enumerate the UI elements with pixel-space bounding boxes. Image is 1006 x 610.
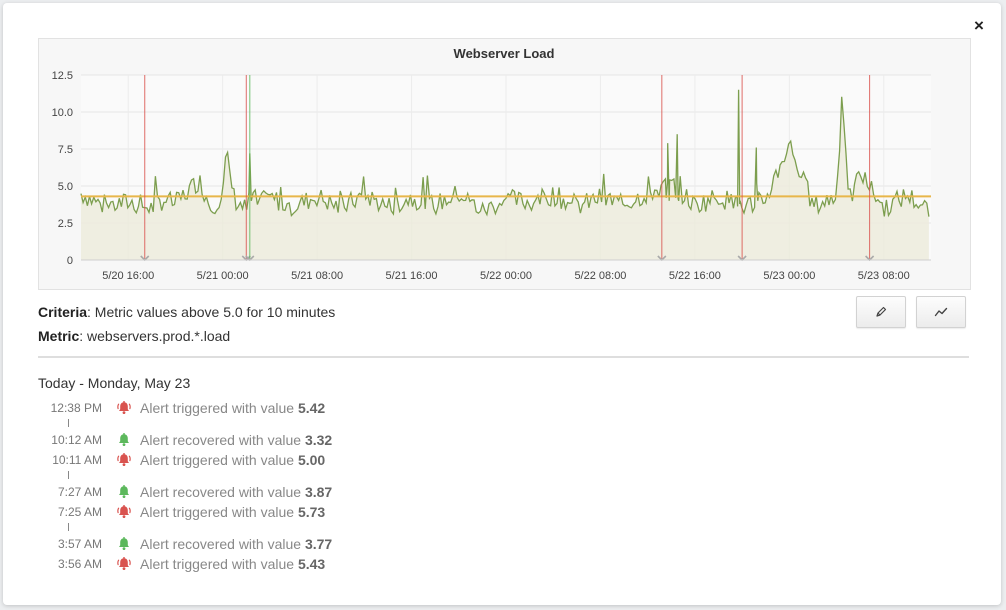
chart-title: Webserver Load: [454, 46, 555, 61]
timeline-connector: [68, 419, 69, 427]
metric-text: : webservers.prod.*.load: [79, 328, 231, 344]
event-time: 12:38 PM: [50, 401, 102, 415]
close-button[interactable]: ×: [974, 16, 984, 35]
event-time: 10:12 AM: [51, 433, 102, 447]
event-message: Alert recovered with value 3.87: [140, 484, 332, 500]
view-graph-button[interactable]: [916, 296, 966, 328]
series-area: [81, 89, 929, 260]
y-tick-label: 12.5: [52, 70, 73, 82]
x-tick-label: 5/22 00:00: [480, 270, 532, 282]
y-tick-label: 10.0: [52, 107, 73, 119]
bell-ringing-icon: [116, 556, 132, 572]
event-time: 10:11 AM: [52, 453, 102, 467]
history-day-header: Today - Monday, May 23: [38, 375, 191, 391]
alert-event-row: 10:12 AM Alert recovered with value 3.32: [38, 429, 638, 449]
series-line: [80, 89, 930, 218]
event-text: Alert triggered with value: [140, 556, 298, 572]
alert-event-row: 7:25 AM Alert triggered with value 5.73: [38, 501, 638, 521]
event-message: Alert triggered with value 5.42: [140, 400, 325, 416]
event-message: Alert triggered with value 5.00: [140, 452, 325, 468]
criteria-text: : Metric values above 5.0 for 10 minutes: [87, 304, 336, 320]
timeline-connector: [68, 471, 69, 479]
alert-event-row: 12:38 PM Alert triggered with value 5.42: [38, 397, 638, 417]
y-tick-label: 0: [67, 255, 73, 267]
x-tick-label: 5/21 16:00: [386, 270, 438, 282]
section-divider: [38, 356, 969, 358]
bell-ringing-icon: [116, 504, 132, 520]
webserver-load-chart: Webserver Load 0 2.5 5.0 7.5 10.0 12.5 5/20 16:…: [38, 38, 971, 290]
event-time: 3:56 AM: [57, 557, 102, 571]
event-value: 5.00: [297, 452, 326, 468]
event-text: Alert recovered with value: [140, 484, 305, 500]
event-text: Alert triggered with value: [140, 400, 298, 416]
event-value: 3.87: [304, 484, 333, 500]
event-text: Alert recovered with value: [140, 432, 305, 448]
bell-ringing-icon: [116, 400, 132, 416]
criteria-line: Criteria: Metric values above 5.0 for 10…: [38, 304, 335, 320]
metric-line: Metric: webservers.prod.*.load: [38, 328, 230, 344]
event-text: Alert triggered with value: [140, 452, 298, 468]
event-time: 7:27 AM: [57, 485, 102, 499]
x-tick-label: 5/23 00:00: [763, 270, 815, 282]
y-tick-label: 7.5: [58, 144, 73, 156]
event-value: 5.43: [297, 556, 326, 572]
timeline-connector: [68, 523, 69, 531]
x-tick-label: 5/21 08:00: [291, 270, 343, 282]
bell-icon: [116, 484, 132, 500]
event-value: 3.77: [304, 536, 333, 552]
event-value: 3.32: [304, 432, 333, 448]
event-text: Alert triggered with value: [140, 504, 298, 520]
event-value: 5.42: [297, 400, 326, 416]
event-time: 7:25 AM: [57, 505, 102, 519]
event-message: Alert recovered with value 3.32: [140, 432, 332, 448]
x-tick-label: 5/21 00:00: [197, 270, 249, 282]
x-tick-label: 5/23 08:00: [858, 270, 910, 282]
event-message: Alert triggered with value 5.43: [140, 556, 325, 572]
alert-event-row: 3:56 AM Alert triggered with value 5.43: [38, 553, 638, 573]
alert-event-row: 10:11 AM Alert triggered with value 5.00: [38, 449, 638, 469]
criteria-label: Criteria: [38, 304, 88, 320]
x-tick-label: 5/20 16:00: [102, 270, 154, 282]
bell-ringing-icon: [116, 452, 132, 468]
event-value: 5.73: [297, 504, 326, 520]
alert-event-row: 7:27 AM Alert recovered with value 3.87: [38, 481, 638, 501]
chart-canvas: Webserver Load 0 2.5 5.0 7.5 10.0 12.5 5/20 16:…: [52, 46, 931, 282]
y-tick-label: 2.5: [58, 218, 73, 230]
event-text: Alert recovered with value: [140, 536, 305, 552]
metric-label: Metric: [38, 328, 80, 344]
alert-detail-dialog: × Webserver Load 0 2.5 5.0 7.5 10.0 12.5 5/20 1…: [3, 3, 1001, 605]
x-tick-label: 5/22 08:00: [574, 270, 626, 282]
y-tick-label: 5.0: [58, 181, 73, 193]
event-time: 3:57 AM: [57, 537, 102, 551]
pencil-icon: [876, 306, 887, 317]
event-message: Alert recovered with value 3.77: [140, 536, 332, 552]
bell-icon: [116, 432, 132, 448]
bell-icon: [116, 536, 132, 552]
edit-alert-button[interactable]: [856, 296, 906, 328]
trend-line-icon: [934, 307, 948, 317]
alert-event-row: 3:57 AM Alert recovered with value 3.77: [38, 533, 638, 553]
event-message: Alert triggered with value 5.73: [140, 504, 325, 520]
x-tick-label: 5/22 16:00: [669, 270, 721, 282]
